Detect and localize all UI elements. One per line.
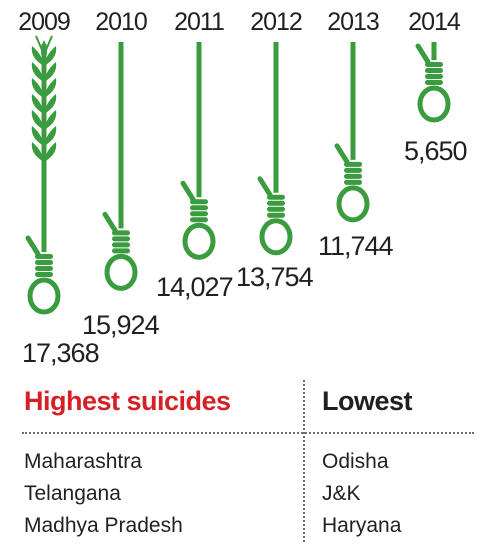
vertical-divider bbox=[303, 380, 305, 542]
horizontal-divider bbox=[22, 432, 474, 434]
noose-rope-2013 bbox=[334, 42, 370, 223]
value-label: 13,754 bbox=[236, 262, 314, 292]
year-label: 2013 bbox=[327, 8, 379, 36]
year-label: 2010 bbox=[95, 8, 147, 36]
lowest-state-item: Odisha bbox=[322, 450, 389, 473]
lowest-state-item: J&K bbox=[322, 482, 361, 505]
highest-state-item: Maharashtra bbox=[24, 450, 142, 473]
lowest-heading: Lowest bbox=[322, 386, 413, 416]
value-label: 15,924 bbox=[82, 310, 160, 340]
suicides-chart: 2009 17,368 2010 15,924 2011 14,027 2012 13,754… bbox=[18, 8, 467, 368]
noose-rope-2009 bbox=[25, 35, 61, 315]
highest-state-item: Telangana bbox=[24, 482, 121, 505]
highest-suicides-heading: Highest suicides bbox=[24, 386, 231, 416]
year-label: 2012 bbox=[250, 8, 302, 36]
highest-states-list: Maharashtra Telangana Madhya Pradesh bbox=[24, 446, 183, 542]
noose-rope-2010 bbox=[102, 42, 138, 291]
states-legend: Highest suicides Lowest Maharashtra Tela… bbox=[0, 378, 480, 544]
value-label: 14,027 bbox=[156, 272, 233, 302]
value-label: 17,368 bbox=[22, 338, 99, 368]
highest-state-item: Madhya Pradesh bbox=[24, 514, 183, 537]
lowest-state-item: Haryana bbox=[322, 514, 402, 537]
noose-rope-2014 bbox=[415, 42, 451, 123]
wheat-icon bbox=[31, 35, 57, 252]
year-label: 2011 bbox=[174, 8, 224, 36]
value-label: 11,744 bbox=[318, 231, 394, 261]
lowest-states-list: Odisha J&K Haryana bbox=[322, 446, 401, 542]
year-label: 2014 bbox=[408, 8, 461, 36]
noose-rope-2012 bbox=[257, 42, 293, 256]
year-label: 2009 bbox=[18, 8, 70, 36]
value-label: 5,650 bbox=[404, 136, 467, 166]
noose-rope-2011 bbox=[180, 42, 216, 260]
